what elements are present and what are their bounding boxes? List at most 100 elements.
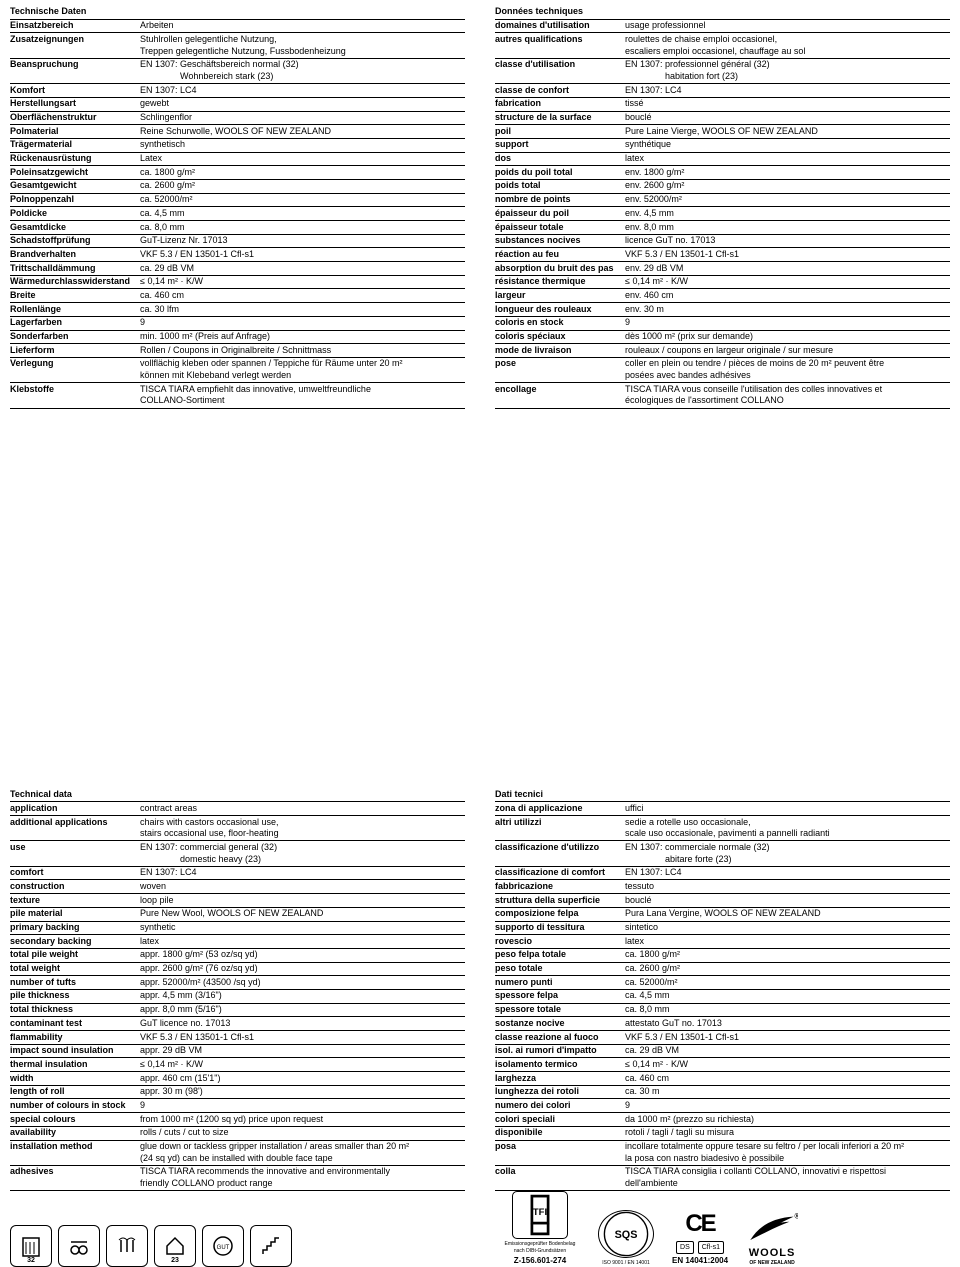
spec-row: classe reazione al fuocoVKF 5.3 / EN 135… (495, 1031, 950, 1045)
spec-label: fabbricazione (495, 881, 625, 893)
spec-row: Herstellungsartgewebt (10, 98, 465, 112)
spec-row: Verlegungvollflächig kleben oder spannen… (10, 358, 465, 383)
spec-row: textureloop pile (10, 894, 465, 908)
spec-row: épaisseur totaleenv. 8,0 mm (495, 221, 950, 235)
spec-row: secondary backinglatex (10, 935, 465, 949)
spec-value: Latex (140, 153, 465, 165)
spec-value: env. 2600 g/m² (625, 180, 950, 192)
spec-value: vollflächig kleben oder spannen / Teppic… (140, 358, 465, 381)
tfi-sub: Emissionsgeprüfter Bodenbelag nach DIBt-… (500, 1241, 580, 1254)
spec-value: Pura Lana Vergine, WOOLS OF NEW ZEALAND (625, 908, 950, 920)
spec-label: absorption du bruit des pas (495, 263, 625, 275)
spec-value: env. 8,0 mm (625, 222, 950, 234)
spec-section: Technical dataapplicationcontract areasa… (10, 789, 465, 1192)
spec-value: synthetic (140, 922, 465, 934)
spec-label: supporto di tessitura (495, 922, 625, 934)
spec-row: résistance thermique≤ 0,14 m² · K/W (495, 276, 950, 290)
spec-row: applicationcontract areas (10, 802, 465, 816)
spec-value: licence GuT no. 17013 (625, 235, 950, 247)
spec-row: total weightappr. 2600 g/m² (76 oz/sq yd… (10, 963, 465, 977)
spec-value: Stuhlrollen gelegentliche Nutzung,Treppe… (140, 34, 465, 57)
spec-label: altri utilizzi (495, 817, 625, 840)
spec-label: Brandverhalten (10, 249, 140, 261)
spec-label: support (495, 139, 625, 151)
spec-value: appr. 8,0 mm (5/16") (140, 1004, 465, 1016)
spec-label: poil (495, 126, 625, 138)
section-title: Technische Daten (10, 6, 465, 20)
spec-value: ca. 2600 g/m² (140, 180, 465, 192)
spec-label: impact sound insulation (10, 1045, 140, 1057)
sqs-icon: SQS (598, 1210, 654, 1258)
spec-row: coloris spéciauxdès 1000 m² (prix sur de… (495, 331, 950, 345)
spec-row: domaines d'utilisationusage professionne… (495, 20, 950, 34)
spec-label: Einsatzbereich (10, 20, 140, 32)
spec-row: classificazione d'utilizzoEN 1307: comme… (495, 841, 950, 866)
spec-label: Wärmedurchlasswiderstand (10, 276, 140, 288)
house-23-icon: 23 (154, 1225, 196, 1267)
spec-label: Oberflächenstruktur (10, 112, 140, 124)
spec-row: availabilityrolls / cuts / cut to size (10, 1127, 465, 1141)
spec-value: rouleaux / coupons en largeur originale … (625, 345, 950, 357)
spec-label: fabrication (495, 98, 625, 110)
spec-row: contaminant testGuT licence no. 17013 (10, 1017, 465, 1031)
spec-row: LieferformRollen / Coupons in Originalbr… (10, 344, 465, 358)
spec-row: spessore felpaca. 4,5 mm (495, 990, 950, 1004)
spec-value: attestato GuT no. 17013 (625, 1018, 950, 1030)
spec-row: Breiteca. 460 cm (10, 289, 465, 303)
spec-value: coller en plein ou tendre / pièces de mo… (625, 358, 950, 381)
spec-row: nombre de pointsenv. 52000/m² (495, 194, 950, 208)
spec-label: classificazione d'utilizzo (495, 842, 625, 865)
spec-label: classificazione di comfort (495, 867, 625, 879)
spec-value: ca. 30 lfm (140, 304, 465, 316)
spec-row: doslatex (495, 153, 950, 167)
spec-row: mode de livraisonrouleaux / coupons en l… (495, 344, 950, 358)
spec-value: env. 460 cm (625, 290, 950, 302)
spec-value: latex (625, 936, 950, 948)
spec-row: altri utilizzisedie a rotelle uso occasi… (495, 816, 950, 841)
spec-label: use (10, 842, 140, 865)
spec-value: da 1000 m² (prezzo su richiesta) (625, 1114, 950, 1126)
spec-value: Schlingenflor (140, 112, 465, 124)
spec-value: incollare totalmente oppure tesare su fe… (625, 1141, 950, 1164)
spec-value: bouclé (625, 895, 950, 907)
spec-label: additional applications (10, 817, 140, 840)
wools-line1: WOOLS (749, 1246, 796, 1260)
spec-row: absorption du bruit des pasenv. 29 dB VM (495, 262, 950, 276)
spec-label: coloris en stock (495, 317, 625, 329)
spec-value: ca. 4,5 mm (140, 208, 465, 220)
spec-label: total thickness (10, 1004, 140, 1016)
spec-row: Trägermaterialsynthetisch (10, 139, 465, 153)
spec-label: Rückenausrüstung (10, 153, 140, 165)
spec-row: Rollenlängeca. 30 lfm (10, 303, 465, 317)
spec-section: Données techniquesdomaines d'utilisation… (495, 6, 950, 409)
spec-label: pile thickness (10, 990, 140, 1002)
spec-label: thermal insulation (10, 1059, 140, 1071)
spec-value: env. 30 m (625, 304, 950, 316)
spec-label: struttura della superficie (495, 895, 625, 907)
spec-value: ≤ 0,14 m² · K/W (140, 276, 465, 288)
spec-value: ≤ 0,14 m² · K/W (625, 1059, 950, 1071)
spec-value: dès 1000 m² (prix sur demande) (625, 331, 950, 343)
spec-row: pile materialPure New Wool, WOOLS OF NEW… (10, 908, 465, 922)
spec-row: Gesamtdickeca. 8,0 mm (10, 221, 465, 235)
spec-row: classe d'utilisationEN 1307: professionn… (495, 59, 950, 84)
spec-value: latex (625, 153, 950, 165)
spec-label: classe de confort (495, 85, 625, 97)
spec-value: appr. 460 cm (15'1") (140, 1073, 465, 1085)
spec-label: Komfort (10, 85, 140, 97)
spec-row: poilPure Laine Vierge, WOOLS OF NEW ZEAL… (495, 125, 950, 139)
spec-row: larghezzaca. 460 cm (495, 1072, 950, 1086)
spec-label: Gesamtgewicht (10, 180, 140, 192)
spec-row: lunghezza dei rotolica. 30 m (495, 1086, 950, 1100)
spec-value: ca. 29 dB VM (140, 263, 465, 275)
spec-label: Lagerfarben (10, 317, 140, 329)
spec-label: spessore totale (495, 1004, 625, 1016)
spec-value: rotoli / tagli / tagli su misura (625, 1127, 950, 1139)
spec-value: bouclé (625, 112, 950, 124)
spec-label: épaisseur totale (495, 222, 625, 234)
spec-value: 9 (140, 317, 465, 329)
spec-row: sostanze nociveattestato GuT no. 17013 (495, 1017, 950, 1031)
wools-fern-icon: ® (746, 1208, 798, 1246)
spec-label: encollage (495, 384, 625, 407)
spec-value: ≤ 0,14 m² · K/W (625, 276, 950, 288)
